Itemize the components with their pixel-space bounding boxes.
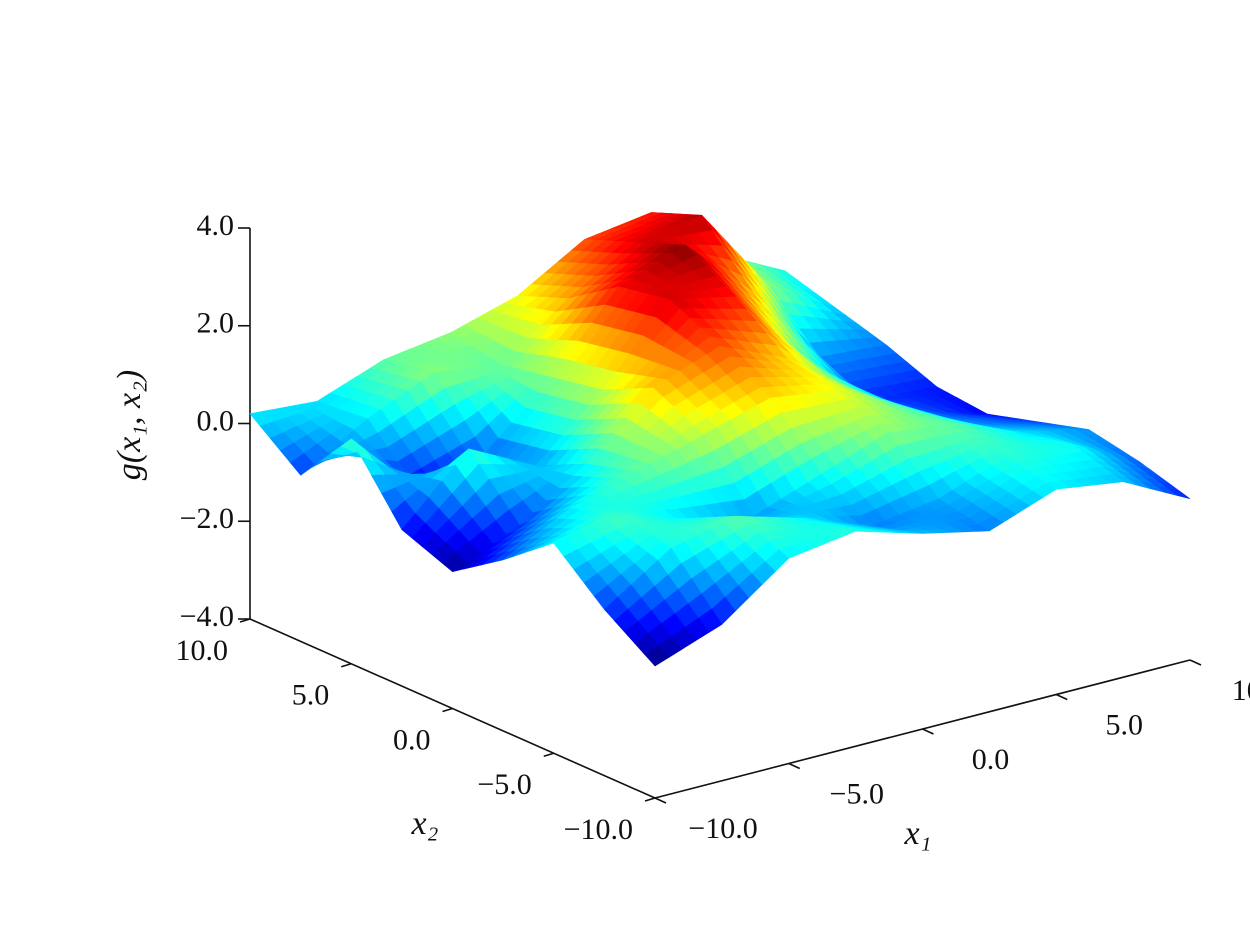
y-axis-label: x₂: [411, 805, 439, 842]
z-tick-label: −2.0: [180, 502, 234, 535]
x-tick: [1189, 659, 1202, 666]
y-tick-label: 5.0: [292, 679, 330, 712]
x-tick: [654, 797, 667, 804]
x-tick-label: −5.0: [830, 777, 884, 810]
y-tick: [644, 797, 656, 802]
x-tick: [788, 762, 801, 770]
y-tick-label: −5.0: [477, 768, 531, 801]
z-tick-label: 2.0: [197, 307, 235, 340]
y-tick-label: 10.0: [176, 634, 229, 667]
surface-patch: [644, 645, 669, 667]
x-tick-label: 10.0: [1232, 674, 1250, 707]
x-tick: [1055, 693, 1068, 701]
x-tick-label: 5.0: [1106, 708, 1144, 741]
z-tick-label: 4.0: [197, 209, 235, 242]
x-axis-label: x₁: [904, 815, 932, 852]
z-tick-label: −4.0: [180, 600, 234, 633]
y-tick: [543, 752, 554, 758]
x-tick-label: −10.0: [688, 812, 757, 845]
y-tick-label: 0.0: [393, 723, 431, 756]
y-tick: [341, 662, 352, 668]
z-axis-label: g(x₁, x₂): [111, 370, 148, 480]
x-tick-label: 0.0: [972, 743, 1010, 776]
y-tick: [442, 707, 453, 713]
y-tick-label: −10.0: [564, 813, 633, 846]
z-tick-label: 0.0: [197, 404, 235, 437]
y-tick: [239, 618, 251, 623]
x-tick: [922, 728, 934, 735]
